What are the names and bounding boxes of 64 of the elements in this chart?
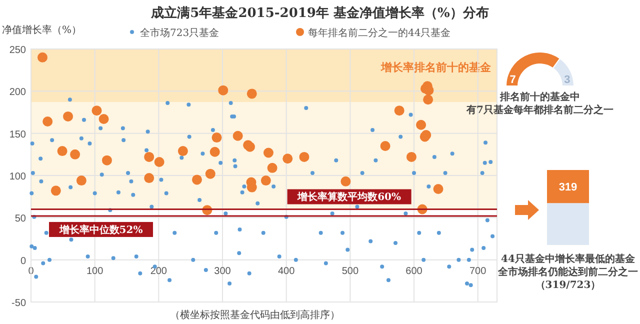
point bbox=[63, 111, 74, 122]
point bbox=[37, 52, 48, 62]
point bbox=[178, 146, 188, 156]
point bbox=[267, 162, 278, 173]
y-tick-label: 50 bbox=[14, 214, 26, 225]
point bbox=[423, 94, 434, 105]
y-tick-label: 0 bbox=[20, 256, 26, 267]
x-tick-label: 400 bbox=[278, 266, 296, 277]
legend-label: 每年排名前二分之一的44只基金 bbox=[308, 27, 451, 39]
point bbox=[70, 149, 80, 160]
annotation: 有7只基金每年都排名前二分之一 bbox=[466, 104, 614, 116]
point bbox=[76, 176, 86, 186]
y-tick-label: 200 bbox=[9, 87, 26, 98]
band-label: 增长率排名前十的基金 bbox=[380, 61, 492, 74]
text: 排名前十的基金中 bbox=[499, 91, 580, 103]
x-tick-label: 700 bbox=[470, 266, 487, 277]
point bbox=[263, 148, 274, 158]
x-tick-label: 500 bbox=[342, 266, 359, 277]
point bbox=[50, 186, 61, 196]
point bbox=[416, 120, 426, 130]
point bbox=[57, 146, 68, 156]
x-tick-label: 200 bbox=[150, 266, 168, 277]
text: 44只基金中增长率最低的基金 bbox=[501, 253, 636, 265]
point bbox=[42, 116, 53, 127]
y-tick-label: 150 bbox=[9, 129, 26, 140]
x-tick-label: 600 bbox=[406, 266, 423, 277]
x-axis-title: （横坐标按照基金代码由低到高排序） bbox=[170, 309, 340, 321]
point bbox=[144, 152, 154, 162]
point bbox=[205, 168, 216, 179]
point bbox=[232, 130, 243, 141]
point bbox=[102, 155, 112, 166]
point bbox=[282, 154, 293, 164]
point bbox=[218, 85, 228, 96]
text: （319/723） bbox=[535, 280, 601, 291]
text: 全市场排名仍能达到前二分之一 bbox=[497, 266, 638, 278]
point bbox=[154, 157, 164, 168]
point bbox=[98, 114, 109, 124]
data-label: 3 bbox=[564, 74, 570, 86]
x-tick-label: 100 bbox=[86, 266, 104, 277]
data-label: 319 bbox=[558, 182, 578, 194]
y-tick-label: 100 bbox=[9, 172, 26, 182]
point bbox=[212, 132, 222, 143]
point bbox=[144, 173, 154, 184]
x-tick-label: 300 bbox=[214, 266, 232, 277]
point bbox=[299, 152, 310, 162]
point bbox=[192, 174, 202, 185]
ref-line-label: 增长率中位数52% bbox=[58, 224, 144, 236]
point bbox=[210, 146, 220, 157]
point bbox=[433, 184, 444, 194]
chart-title: 成立满5年基金2015-2019年 基金净值增长率（%）分布 bbox=[150, 5, 489, 21]
y-tick-label: -50 bbox=[12, 298, 26, 309]
y-axis-title: 净值增长率（%） bbox=[2, 24, 82, 36]
ref-line-label: 增长率算数平均数60% bbox=[296, 191, 402, 204]
point bbox=[92, 106, 102, 116]
point bbox=[394, 106, 404, 116]
data-label: 7 bbox=[510, 74, 516, 86]
point bbox=[260, 176, 271, 186]
point bbox=[380, 140, 390, 151]
point bbox=[246, 88, 257, 99]
point bbox=[340, 176, 351, 186]
point bbox=[406, 152, 416, 162]
legend-label: 全市场723只基金 bbox=[140, 27, 220, 39]
y-tick-label: 250 bbox=[9, 45, 26, 56]
point bbox=[424, 85, 434, 96]
